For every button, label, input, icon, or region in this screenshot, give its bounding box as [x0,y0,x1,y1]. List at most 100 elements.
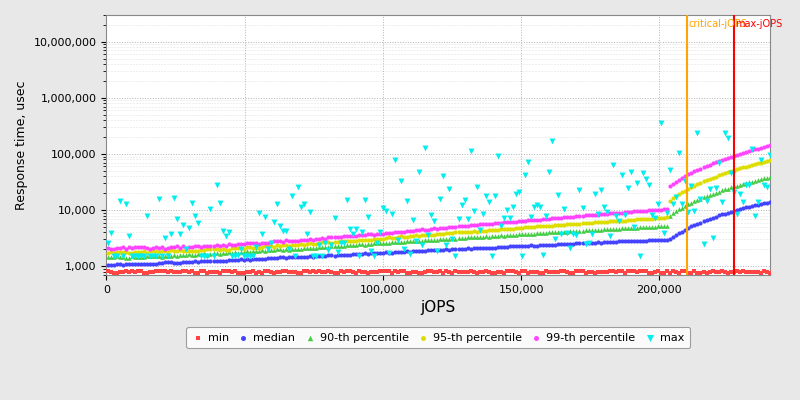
median [168,260,181,266]
max [134,253,147,260]
90-th percentile [394,239,407,246]
95-th percentile [600,218,613,225]
max [691,130,704,136]
99-th percentile [510,218,522,225]
95-th percentile [180,248,193,254]
median [458,246,471,252]
99-th percentile [634,208,646,214]
median [189,258,202,264]
90-th percentile [195,251,208,257]
median [679,226,692,233]
min [374,268,386,274]
99-th percentile [153,245,166,252]
99-th percentile [625,209,638,215]
90-th percentile [422,237,434,243]
median [162,259,174,266]
95-th percentile [440,230,453,236]
max [727,188,740,195]
95-th percentile [679,187,692,194]
median [104,262,117,268]
99-th percentile [676,175,689,181]
90-th percentile [501,232,514,238]
median [603,239,616,246]
90-th percentile [516,231,529,238]
90-th percentile [610,226,622,232]
90-th percentile [658,223,670,229]
95-th percentile [443,230,456,236]
median [358,250,371,256]
min [238,269,250,276]
90-th percentile [567,228,580,234]
min [510,269,522,275]
99-th percentile [240,240,253,246]
90-th percentile [222,249,235,256]
95-th percentile [343,238,356,244]
max [274,223,286,229]
95-th percentile [102,250,114,256]
max [591,210,604,217]
95-th percentile [470,228,483,235]
max [234,246,247,252]
95-th percentile [238,246,250,252]
median [107,262,120,268]
99-th percentile [216,242,229,248]
95-th percentile [216,246,229,252]
max [498,215,510,222]
95-th percentile [141,249,154,256]
max [138,253,150,260]
90-th percentile [455,235,468,241]
max [461,216,474,222]
max [174,231,186,238]
95-th percentile [277,242,290,248]
90-th percentile [228,249,241,256]
99-th percentile [102,244,114,251]
99-th percentile [615,209,628,216]
max [325,242,338,248]
90-th percentile [234,248,247,255]
median [195,258,208,264]
min [431,268,444,275]
min [379,268,392,274]
99-th percentile [392,228,405,235]
99-th percentile [549,215,562,221]
max [754,156,767,163]
median [374,250,386,256]
min [168,269,181,275]
99-th percentile [516,218,529,224]
min [222,268,235,274]
min [598,268,610,275]
95-th percentile [567,221,580,227]
90-th percentile [334,242,347,249]
max [640,176,653,182]
90-th percentile [618,225,631,232]
99-th percentile [162,245,174,251]
95-th percentile [718,170,731,176]
max [310,253,322,260]
95-th percentile [703,176,716,182]
min [479,268,492,274]
max [682,209,694,215]
99-th percentile [652,206,665,213]
min [724,269,737,275]
median [467,245,480,252]
min [277,268,290,274]
90-th percentile [486,233,498,239]
min [134,268,147,274]
min [110,270,123,276]
99-th percentile [528,216,541,223]
99-th percentile [452,223,465,230]
max [322,246,335,253]
95-th percentile [727,167,740,174]
99-th percentile [255,240,268,246]
median [310,253,322,259]
95-th percentile [301,241,314,247]
90-th percentile [452,235,465,241]
90-th percentile [216,250,229,256]
99-th percentile [630,208,643,214]
99-th percentile [530,216,543,223]
90-th percentile [667,210,680,217]
90-th percentile [549,229,562,236]
90-th percentile [231,250,244,256]
max [464,148,477,155]
median [564,241,577,247]
